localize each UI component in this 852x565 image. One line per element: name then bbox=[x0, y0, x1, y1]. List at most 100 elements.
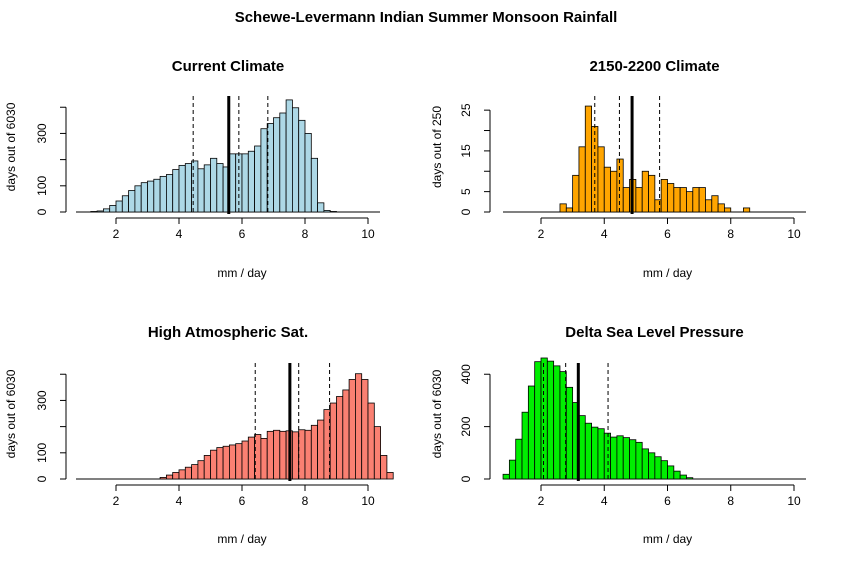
histogram-bar bbox=[134, 185, 142, 213]
histogram-bar bbox=[210, 449, 218, 480]
histogram-bar bbox=[622, 187, 630, 213]
histogram-bar bbox=[572, 174, 580, 213]
histogram-bar bbox=[565, 386, 574, 480]
y-tick-label: 0 bbox=[35, 475, 49, 482]
histogram-bar bbox=[254, 145, 262, 213]
histogram-bar bbox=[260, 128, 268, 213]
histogram-bar bbox=[241, 153, 249, 213]
histogram-bar bbox=[247, 150, 256, 213]
histogram-bar bbox=[635, 187, 643, 213]
y-tick-label: 0 bbox=[459, 208, 473, 215]
histogram-bar bbox=[279, 112, 287, 213]
chart-panel-4: Delta Sea Level Pressure 2 4 6 8 10 0 200 400 mm … bbox=[430, 324, 806, 546]
histogram-bar bbox=[273, 117, 281, 213]
x-tick-label: 8 bbox=[302, 494, 309, 508]
y-axis-label: days out of 250 bbox=[430, 106, 444, 188]
histogram-bar bbox=[191, 464, 199, 480]
x-tick-label: 8 bbox=[302, 227, 309, 241]
histogram-bar bbox=[184, 163, 193, 213]
x-axis-label: mm / day bbox=[643, 266, 692, 280]
y-tick-label: 0 bbox=[459, 475, 473, 482]
y-tick-label: 300 bbox=[35, 123, 49, 143]
x-tick-label: 2 bbox=[538, 494, 545, 508]
histogram-bar bbox=[565, 207, 574, 213]
histogram-bar bbox=[121, 195, 130, 213]
histogram-bar bbox=[743, 207, 751, 213]
histogram-bar bbox=[128, 190, 136, 213]
histogram-bar bbox=[540, 357, 548, 480]
histogram-bar bbox=[103, 208, 111, 213]
histogram-bar bbox=[247, 436, 256, 480]
histogram-bar bbox=[228, 444, 237, 480]
histogram-bar bbox=[273, 429, 281, 480]
histogram-bar bbox=[222, 445, 230, 480]
x-tick-label: 10 bbox=[787, 494, 801, 508]
x-tick-label: 8 bbox=[727, 494, 734, 508]
histogram-bar bbox=[578, 415, 586, 480]
histogram-bar bbox=[90, 211, 98, 213]
histogram-bar bbox=[559, 203, 567, 213]
histogram-bar bbox=[361, 379, 369, 480]
histogram-bar bbox=[508, 459, 517, 480]
x-tick-label: 2 bbox=[113, 494, 120, 508]
histogram-bar bbox=[641, 170, 649, 213]
histogram-bar bbox=[648, 174, 656, 213]
histogram-bar bbox=[329, 402, 337, 480]
x-tick-label: 6 bbox=[664, 227, 671, 241]
histogram-bar bbox=[228, 153, 237, 213]
histogram-bar bbox=[178, 164, 186, 213]
histogram-bar bbox=[159, 477, 167, 480]
y-tick-label: 200 bbox=[459, 416, 473, 436]
x-tick-label: 10 bbox=[361, 227, 375, 241]
histogram-bar bbox=[648, 452, 656, 480]
histogram-bar bbox=[348, 379, 356, 480]
x-axis-label: mm / day bbox=[217, 532, 266, 546]
histogram-bar bbox=[291, 107, 300, 213]
y-tick-label: 400 bbox=[459, 364, 473, 384]
panel-title: 2150-2200 Climate bbox=[589, 58, 719, 75]
histogram-bar bbox=[667, 465, 675, 480]
histogram-bar bbox=[354, 373, 363, 480]
y-tick-label: 0 bbox=[35, 208, 49, 215]
histogram-bar bbox=[165, 474, 174, 480]
histogram-bar bbox=[153, 178, 161, 213]
histogram-bar bbox=[692, 187, 700, 213]
histogram-bar bbox=[546, 360, 555, 480]
histogram-bar bbox=[197, 168, 205, 213]
histogram-bar bbox=[203, 164, 211, 213]
histogram-bar bbox=[178, 469, 186, 480]
y-tick-label: 15 bbox=[459, 144, 473, 158]
histogram-bar bbox=[698, 187, 706, 213]
x-tick-label: 10 bbox=[787, 227, 801, 241]
histogram-bar bbox=[686, 191, 694, 213]
x-tick-label: 6 bbox=[239, 227, 246, 241]
histogram-bar bbox=[310, 157, 318, 213]
histogram-bar bbox=[673, 187, 681, 213]
histogram-bar bbox=[298, 119, 306, 213]
histogram-bar bbox=[323, 210, 331, 213]
x-tick-label: 4 bbox=[176, 494, 183, 508]
histogram-bar bbox=[534, 361, 542, 480]
y-tick-label: 300 bbox=[35, 390, 49, 410]
histogram-bar bbox=[616, 158, 624, 213]
histogram-bar bbox=[159, 175, 167, 213]
histogram-bar bbox=[210, 157, 218, 213]
histogram-bar bbox=[578, 146, 586, 213]
histogram-bar bbox=[603, 432, 611, 480]
y-tick-label: 100 bbox=[35, 442, 49, 462]
histogram-bar bbox=[329, 211, 337, 213]
histogram-bar bbox=[298, 429, 306, 480]
histogram-bar bbox=[597, 428, 605, 480]
histogram-bar bbox=[622, 437, 630, 480]
histogram-bar bbox=[515, 438, 523, 480]
y-axis-label: days out of 6030 bbox=[430, 369, 444, 458]
histogram-bar bbox=[184, 466, 193, 480]
histogram-bar bbox=[266, 430, 274, 480]
histogram-bar bbox=[673, 470, 681, 480]
histogram-bar bbox=[705, 199, 713, 213]
histogram-bar bbox=[342, 389, 350, 480]
histogram-bar bbox=[96, 210, 104, 213]
